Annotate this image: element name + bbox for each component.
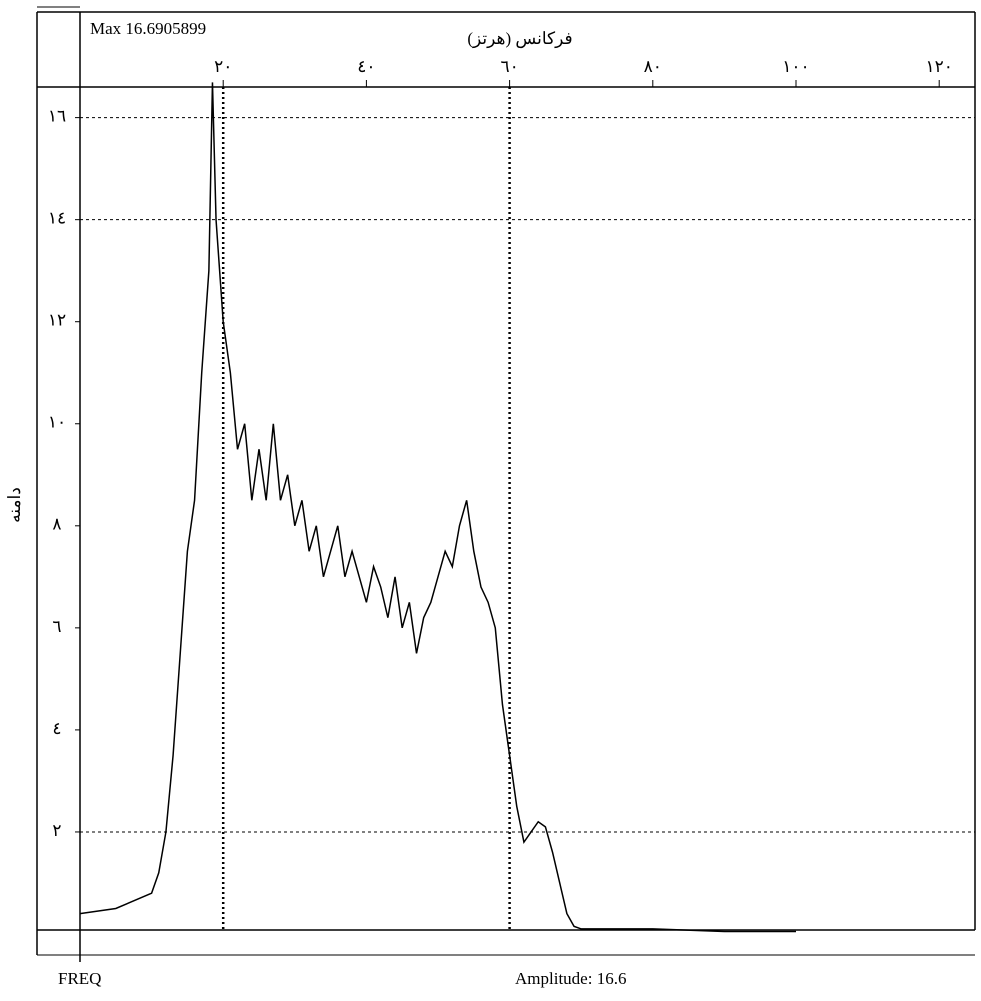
y-tick-label: ٨ — [52, 515, 61, 534]
y-tick-label: ٢ — [52, 821, 61, 840]
spectrum-line — [79, 82, 796, 933]
footer-right: Amplitude: 16.6 — [515, 969, 626, 988]
y-tick-label: ١٢ — [48, 311, 66, 330]
x-tick-label: ٦٠ — [500, 57, 518, 76]
x-tick-label: ٤٠ — [357, 57, 375, 76]
y-tick-label: ٤ — [52, 719, 61, 738]
x-axis-title: فرکانس (هرتز) — [467, 29, 572, 49]
y-tick-label: ١٤ — [48, 209, 66, 228]
y-axis-title: دامنه — [5, 487, 24, 523]
x-tick-label: ٢٠ — [214, 57, 232, 76]
x-tick-label: ٨٠ — [644, 57, 662, 76]
y-tick-label: ٦ — [52, 617, 61, 636]
y-tick-label: ١٠ — [48, 413, 66, 432]
max-label: Max 16.6905899 — [90, 19, 206, 38]
y-tick-label: ١٦ — [48, 107, 66, 126]
x-tick-label: ١٢٠ — [925, 57, 952, 76]
footer-left: FREQ — [58, 969, 101, 988]
x-tick-label: ١٠٠ — [782, 57, 809, 76]
